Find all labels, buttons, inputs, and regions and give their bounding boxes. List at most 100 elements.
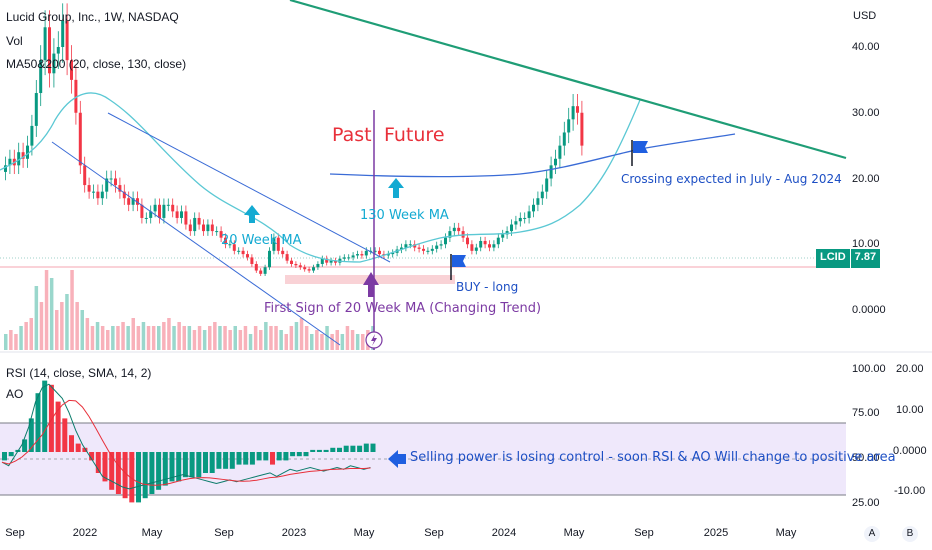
candle-body: [127, 198, 131, 205]
volume-bar: [259, 330, 263, 350]
x-tick: May: [775, 527, 797, 539]
candle-body: [400, 247, 403, 250]
candle-body: [426, 250, 430, 252]
currency-label: USD: [853, 10, 877, 22]
last-price-badge: LCID 7.87: [816, 249, 881, 268]
ao-legend[interactable]: AO: [6, 387, 24, 401]
volume-bar: [284, 334, 288, 350]
volume-bar: [355, 334, 360, 350]
candle-body: [567, 119, 571, 133]
auto-scale-button[interactable]: A: [864, 526, 880, 542]
volume-bar: [131, 318, 135, 350]
candle-body: [316, 263, 320, 268]
volume-bar: [162, 322, 166, 350]
candle-body: [8, 158, 12, 166]
buy-label: BUY - long: [456, 280, 519, 294]
candle-body: [334, 260, 337, 263]
candle-body: [554, 158, 557, 166]
candle-body: [439, 244, 443, 246]
volume-bar: [100, 326, 105, 350]
volume-bar: [90, 326, 95, 350]
candle-body: [430, 248, 434, 251]
volume-bar: [44, 270, 49, 350]
candle-body: [43, 27, 47, 61]
candle-body: [523, 217, 527, 219]
price-tick: 20.00: [852, 173, 880, 185]
volume-bar: [192, 330, 197, 350]
b-button[interactable]: B: [902, 526, 918, 542]
candle-body: [545, 178, 549, 192]
volume-bar: [238, 330, 243, 350]
x-tick: May: [563, 527, 585, 539]
ao-bar: [330, 447, 336, 452]
selling-arrow: [388, 450, 406, 468]
ao-bar: [95, 452, 101, 473]
rsi-tick: 75.00: [852, 407, 880, 419]
x-tick: Sep: [214, 527, 234, 539]
volume-bar: [213, 322, 217, 350]
crossing-label: Crossing expected in July - Aug 2024: [621, 172, 842, 186]
candle-body: [92, 191, 95, 193]
ma-legend[interactable]: MA50&200 (20, close, 130, close): [6, 57, 187, 71]
volume-bar: [157, 326, 161, 350]
candle-body: [215, 231, 219, 233]
lightning-icon[interactable]: [365, 331, 383, 349]
volume-bar: [95, 322, 100, 350]
candle-body: [61, 20, 65, 47]
ma130-label: 130 Week MA: [360, 208, 449, 223]
candle-body: [188, 224, 192, 232]
candle-body: [342, 257, 346, 259]
ao-bar: [316, 449, 322, 452]
ao-bar: [203, 452, 208, 473]
candle-body: [105, 178, 109, 192]
volume-legend[interactable]: Vol: [6, 34, 23, 48]
candle-body: [171, 204, 175, 212]
volume-bar: [55, 310, 59, 350]
volume-bar: [304, 326, 309, 350]
volume-bar: [60, 302, 64, 350]
ao-bar: [115, 452, 121, 494]
ao-bar: [303, 452, 309, 457]
chart-title: Lucid Group, Inc., 1W, NASDAQ: [6, 10, 179, 24]
candle-body: [518, 217, 522, 222]
candle-body: [162, 204, 166, 218]
candle-body: [180, 211, 183, 218]
volume-bar: [335, 330, 339, 350]
candle-body: [65, 20, 69, 61]
volume-bar: [24, 322, 28, 350]
ao-bar: [156, 452, 162, 490]
candle-body: [562, 132, 566, 146]
ao-bar: [236, 452, 242, 465]
resistance-trendline: [289, 0, 847, 160]
candle-body: [320, 258, 324, 264]
candle-body: [558, 145, 562, 159]
ao-bar: [249, 452, 255, 465]
candle-body: [131, 198, 135, 205]
volume-bar: [289, 326, 294, 350]
volume-bar: [4, 334, 8, 350]
volume-bar: [126, 326, 130, 350]
candle-body: [571, 106, 575, 120]
volume-bar: [340, 334, 345, 350]
candle-body: [263, 267, 267, 274]
ao-bar: [337, 447, 342, 452]
x-tick: 2023: [281, 527, 307, 539]
rsi-tick: 50.00: [852, 452, 880, 464]
candle-body: [470, 244, 474, 251]
ao-bar: [102, 452, 108, 482]
candle-body: [96, 191, 100, 199]
ao-bar: [270, 452, 275, 465]
candle-body: [496, 237, 500, 245]
candle-body: [30, 125, 34, 146]
ao-bar: [109, 452, 115, 490]
volume-bar: [274, 326, 278, 350]
x-tick: 2025: [703, 527, 729, 539]
candle-body: [501, 234, 505, 238]
rsi-sma-line: [1, 399, 371, 486]
rsi-legend[interactable]: RSI (14, close, SMA, 14, 2): [6, 366, 152, 380]
volume-bar: [299, 318, 304, 350]
ao-bar: [8, 452, 14, 457]
ao-bar: [35, 393, 41, 452]
candle-body: [386, 254, 390, 256]
